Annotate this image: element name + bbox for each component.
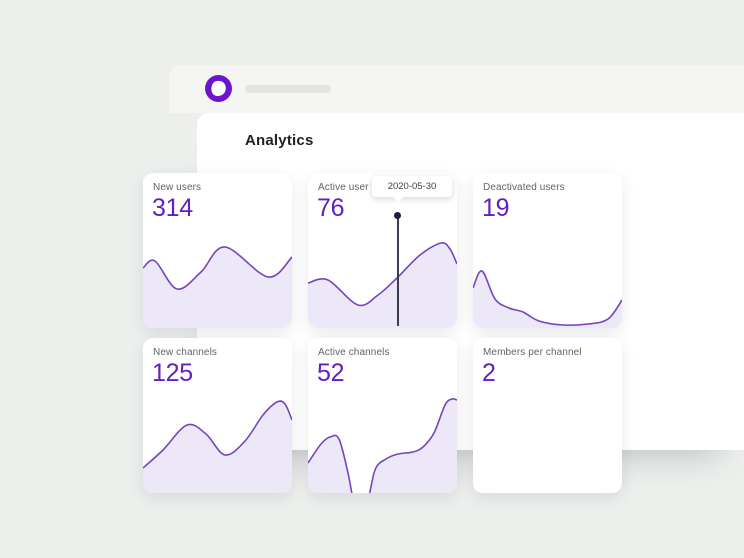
page-title: Analytics <box>245 132 314 149</box>
sparkline-chart[interactable] <box>143 338 292 493</box>
card-value: 125 <box>152 359 193 387</box>
card-label: Members per channel <box>483 347 582 358</box>
card-value: 2 <box>482 359 496 387</box>
tooltip-marker-line <box>397 215 399 326</box>
card-label: Active user <box>318 182 369 193</box>
brand-logo-icon <box>205 75 232 102</box>
sparkline-chart[interactable] <box>308 338 457 493</box>
card-label: New channels <box>153 347 218 358</box>
card-label: Active channels <box>318 347 390 358</box>
sparkline-chart[interactable] <box>143 173 292 328</box>
card-value: 76 <box>317 194 345 222</box>
sparkline-chart[interactable] <box>473 173 622 328</box>
stat-card-active-user[interactable]: Active user 76 2020-05-30 <box>308 173 457 328</box>
tooltip-date: 2020-05-30 <box>387 181 437 192</box>
app-topbar <box>169 65 744 113</box>
stat-card-new-users[interactable]: New users 314 <box>143 173 292 328</box>
card-label: New users <box>153 182 202 193</box>
stat-card-new-channels[interactable]: New channels 125 <box>143 338 292 493</box>
stat-card-deactivated-users[interactable]: Deactivated users 19 <box>473 173 622 328</box>
tooltip-marker-dot <box>394 212 401 219</box>
stat-card-members-per-channel[interactable]: Members per channel 2 <box>473 338 622 493</box>
stat-card-active-channels[interactable]: Active channels 52 <box>308 338 457 493</box>
card-value: 19 <box>482 194 510 222</box>
chart-tooltip: 2020-05-30 <box>372 176 452 202</box>
card-label: Deactivated users <box>483 182 565 193</box>
skeleton-placeholder-bar <box>245 85 331 93</box>
card-value: 52 <box>317 359 345 387</box>
card-value: 314 <box>152 194 193 222</box>
